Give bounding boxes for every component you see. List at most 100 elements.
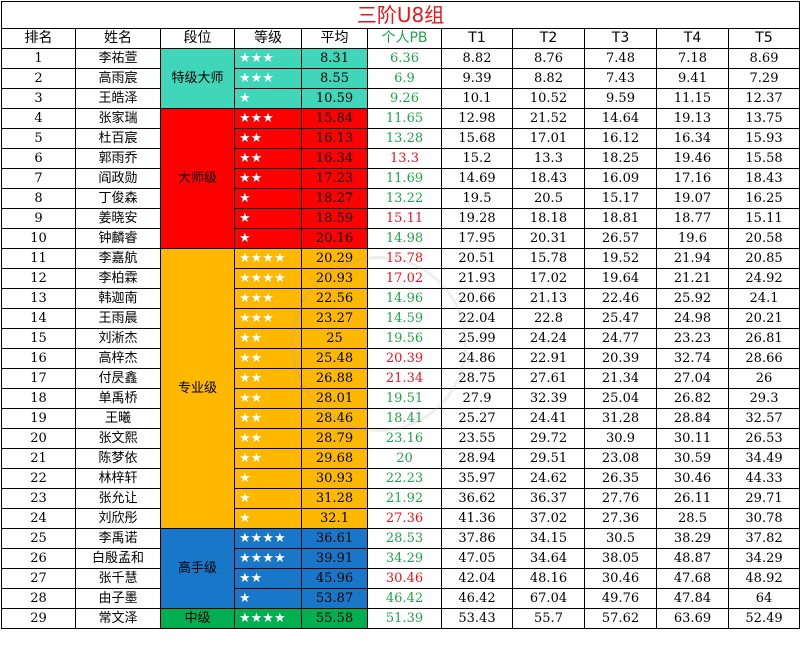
t2-cell: 21.52 [512, 108, 585, 129]
rank-cell: 19 [1, 408, 76, 429]
level-stars: ★ [234, 208, 302, 229]
t1-cell: 21.93 [441, 268, 513, 289]
t2-cell: 34.64 [512, 548, 585, 569]
avg-cell: 28.46 [301, 408, 368, 429]
level-stars: ★★★★ [234, 248, 302, 269]
t2-cell: 8.76 [512, 48, 585, 69]
t1-cell: 35.97 [441, 468, 513, 489]
t2-cell: 18.18 [512, 208, 585, 229]
rank-cell: 11 [1, 248, 76, 269]
pb-cell: 13.28 [367, 128, 442, 149]
rank-cell: 15 [1, 328, 76, 349]
t1-cell: 36.62 [441, 488, 513, 509]
rank-cell: 22 [1, 468, 76, 489]
rank-cell: 17 [1, 368, 76, 389]
avg-cell: 32.1 [301, 508, 368, 529]
avg-cell: 17.23 [301, 168, 368, 189]
t4-cell: 23.23 [656, 328, 729, 349]
t5-cell: 24.92 [727, 268, 800, 289]
t1-cell: 12.98 [441, 108, 513, 129]
header-name: 姓名 [75, 28, 161, 49]
pb-cell: 22.23 [367, 468, 442, 489]
t5-cell: 7.29 [727, 68, 800, 89]
t1-cell: 23.55 [441, 428, 513, 449]
avg-cell: 28.01 [301, 388, 368, 409]
avg-cell: 18.27 [301, 188, 368, 209]
t5-cell: 29.3 [727, 388, 800, 409]
t5-cell: 13.75 [727, 108, 800, 129]
name-cell: 付昃鑫 [75, 368, 161, 389]
t4-cell: 28.5 [656, 508, 729, 529]
name-cell: 常文泽 [75, 608, 161, 629]
t4-cell: 7.18 [656, 48, 729, 69]
level-stars: ★★ [234, 388, 302, 409]
t2-cell: 48.16 [512, 568, 585, 589]
t5-cell: 52.49 [727, 608, 800, 629]
pb-cell: 21.34 [367, 368, 442, 389]
pb-cell: 6.9 [367, 68, 442, 89]
header-t3: T3 [584, 28, 657, 49]
t1-cell: 25.99 [441, 328, 513, 349]
name-cell: 王雨晨 [75, 308, 161, 329]
t5-cell: 30.78 [727, 508, 800, 529]
avg-cell: 23.27 [301, 308, 368, 329]
pb-cell: 13.3 [367, 148, 442, 169]
table-row: 12 李柏霖 ★★★★ 20.93 17.02 21.93 17.02 19.64 21.21 2… [1, 268, 800, 289]
header-t4: T4 [656, 28, 729, 49]
table-row: 1 李祐萱 特级大师 ★★★ 8.31 6.36 8.82 8.76 7.48 7.18 8.69 [1, 48, 800, 109]
name-cell: 张文熙 [75, 428, 161, 449]
t5-cell: 34.29 [727, 548, 800, 569]
t3-cell: 38.05 [584, 548, 657, 569]
rank-cell: 14 [1, 308, 76, 329]
t5-cell: 8.69 [727, 48, 800, 69]
rank-cell: 29 [1, 608, 76, 629]
table-row: 5 杜百宸 ★★ 16.13 13.28 15.68 17.01 16.12 16.34 15.9… [1, 128, 800, 149]
pb-cell: 17.02 [367, 268, 442, 289]
level-stars: ★ [234, 88, 302, 109]
pb-cell: 15.78 [367, 248, 442, 269]
t4-cell: 21.94 [656, 248, 729, 269]
t2-cell: 8.82 [512, 68, 585, 89]
t2-cell: 24.62 [512, 468, 585, 489]
level-stars: ★★★★ [234, 268, 302, 289]
t5-cell: 26.81 [727, 328, 800, 349]
t4-cell: 19.07 [656, 188, 729, 209]
t5-cell: 15.93 [727, 128, 800, 149]
rank-cell: 4 [1, 108, 76, 129]
t4-cell: 47.68 [656, 568, 729, 589]
pb-cell: 46.42 [367, 588, 442, 609]
name-cell: 韩迦南 [75, 288, 161, 309]
tier-cell: 大师级 [160, 108, 235, 249]
header-row: 排名 姓名 段位 等级 平均 个人PB T1 T2 T3 T4 T5 [1, 28, 800, 49]
level-stars: ★★ [234, 368, 302, 389]
rank-cell: 16 [1, 348, 76, 369]
t1-cell: 10.1 [441, 88, 513, 109]
t5-cell: 48.92 [727, 568, 800, 589]
name-cell: 王皓泽 [75, 88, 161, 109]
name-cell: 姜晓安 [75, 208, 161, 229]
t5-cell: 28.66 [727, 348, 800, 369]
pb-cell: 14.96 [367, 288, 442, 309]
t1-cell: 28.94 [441, 448, 513, 469]
t3-cell: 49.76 [584, 588, 657, 609]
name-cell: 张家瑞 [75, 108, 161, 129]
t5-cell: 34.49 [727, 448, 800, 469]
t2-cell: 22.91 [512, 348, 585, 369]
t2-cell: 32.39 [512, 388, 585, 409]
t5-cell: 16.25 [727, 188, 800, 209]
t2-cell: 13.3 [512, 148, 585, 169]
level-stars: ★★ [234, 128, 302, 149]
avg-cell: 20.29 [301, 248, 368, 269]
t3-cell: 57.62 [584, 608, 657, 629]
t4-cell: 30.59 [656, 448, 729, 469]
t5-cell: 12.37 [727, 88, 800, 109]
level-stars: ★★ [234, 348, 302, 369]
t4-cell: 18.77 [656, 208, 729, 229]
t5-cell: 20.85 [727, 248, 800, 269]
table-row: 23 张允让 ★ 31.28 21.92 36.62 36.37 27.76 26.11 29.7… [1, 488, 800, 509]
table-row: 6 郭雨乔 ★★ 16.34 13.3 15.2 13.3 18.25 19.46 15.58 [1, 148, 800, 169]
level-stars: ★ [234, 588, 302, 609]
name-cell: 陈梦依 [75, 448, 161, 469]
pb-cell: 11.69 [367, 168, 442, 189]
rank-cell: 6 [1, 148, 76, 169]
